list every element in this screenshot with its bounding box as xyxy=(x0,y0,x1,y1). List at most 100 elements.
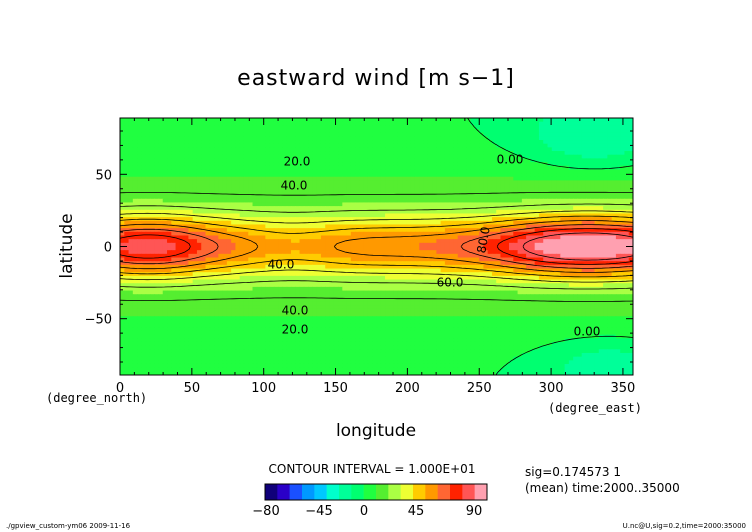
field-cell xyxy=(299,202,305,207)
field-cell xyxy=(278,195,284,200)
field-cell xyxy=(590,129,596,134)
field-cell xyxy=(444,202,450,207)
field-cell xyxy=(427,184,433,189)
field-cell xyxy=(209,264,215,270)
field-cell xyxy=(526,143,532,148)
field-cell xyxy=(196,198,202,204)
field-cell xyxy=(312,132,318,137)
field-cell xyxy=(462,242,467,248)
field-cell xyxy=(483,140,489,145)
field-cell xyxy=(372,257,378,262)
field-cell xyxy=(551,173,557,178)
field-cell xyxy=(534,202,540,207)
field-cell xyxy=(436,220,442,226)
field-cell xyxy=(291,125,296,130)
field-cell xyxy=(363,261,369,266)
field-cell xyxy=(534,217,540,222)
field-cell xyxy=(261,191,266,196)
field-cell xyxy=(414,231,420,237)
field-cell xyxy=(201,136,207,141)
field-cell xyxy=(564,198,570,204)
field-cell xyxy=(158,191,164,196)
field-cell xyxy=(453,162,459,167)
field-cell xyxy=(299,180,305,185)
field-cell xyxy=(466,195,472,200)
field-cell xyxy=(175,140,181,145)
field-cell xyxy=(509,129,514,134)
field-cell xyxy=(440,268,446,273)
field-cell xyxy=(222,125,228,130)
field-cell xyxy=(137,140,142,145)
field-cell xyxy=(624,198,630,204)
field-cell xyxy=(466,209,472,215)
field-cell xyxy=(564,165,570,170)
field-cell xyxy=(376,239,382,244)
field-cell xyxy=(526,125,532,130)
field-cell xyxy=(137,209,142,215)
field-cell xyxy=(457,125,463,130)
field-cell xyxy=(226,213,232,218)
field-cell xyxy=(590,220,596,226)
field-cell xyxy=(252,125,258,130)
field-cell xyxy=(149,158,155,163)
field-cell xyxy=(188,165,194,170)
field-cell xyxy=(222,180,228,185)
field-cell xyxy=(154,224,160,229)
field-cell xyxy=(577,213,583,218)
field-cell xyxy=(457,136,463,141)
field-cell xyxy=(585,206,591,211)
field-cell xyxy=(329,250,335,255)
field-cell xyxy=(201,169,207,174)
field-cell xyxy=(521,231,527,237)
field-cell xyxy=(128,176,134,182)
field-cell xyxy=(389,154,395,159)
field-cell xyxy=(209,235,215,240)
field-cell xyxy=(329,132,335,137)
field-cell xyxy=(556,235,561,240)
field-cell xyxy=(504,118,510,123)
field-cell xyxy=(457,121,463,126)
field-cell xyxy=(462,198,467,204)
field-cell xyxy=(372,261,378,266)
field-cell xyxy=(325,129,331,134)
field-cell xyxy=(564,125,570,130)
field-cell xyxy=(453,206,459,211)
field-cell xyxy=(504,187,510,193)
field-cell xyxy=(547,191,553,196)
field-cell xyxy=(453,187,459,193)
field-cell xyxy=(607,264,613,270)
field-cell xyxy=(440,158,446,163)
field-cell xyxy=(196,118,202,123)
field-cell xyxy=(474,169,480,174)
field-cell xyxy=(132,235,138,240)
field-cell xyxy=(577,235,583,240)
field-cell xyxy=(162,191,168,196)
field-cell xyxy=(530,235,536,240)
field-cell xyxy=(218,268,224,273)
field-cell xyxy=(367,162,373,167)
field-cell xyxy=(359,191,365,196)
field-cell xyxy=(269,118,275,123)
field-cell xyxy=(192,224,198,229)
field-cell xyxy=(162,253,168,259)
field-cell xyxy=(359,180,365,185)
field-cell xyxy=(201,195,207,200)
field-cell xyxy=(410,209,416,215)
field-cell xyxy=(282,235,288,240)
field-cell xyxy=(359,261,365,266)
field-cell xyxy=(504,239,510,244)
field-cell xyxy=(444,209,450,215)
field-cell xyxy=(218,180,224,185)
field-cell xyxy=(149,250,155,255)
field-cell xyxy=(295,169,301,174)
field-cell xyxy=(436,268,442,273)
field-cell xyxy=(530,253,536,259)
field-cell xyxy=(286,239,292,244)
field-cell xyxy=(239,231,245,237)
field-cell xyxy=(432,228,437,233)
field-cell xyxy=(470,173,476,178)
field-cell xyxy=(470,158,476,163)
field-cell xyxy=(496,209,502,215)
field-cell xyxy=(273,191,279,196)
field-cell xyxy=(440,228,446,233)
